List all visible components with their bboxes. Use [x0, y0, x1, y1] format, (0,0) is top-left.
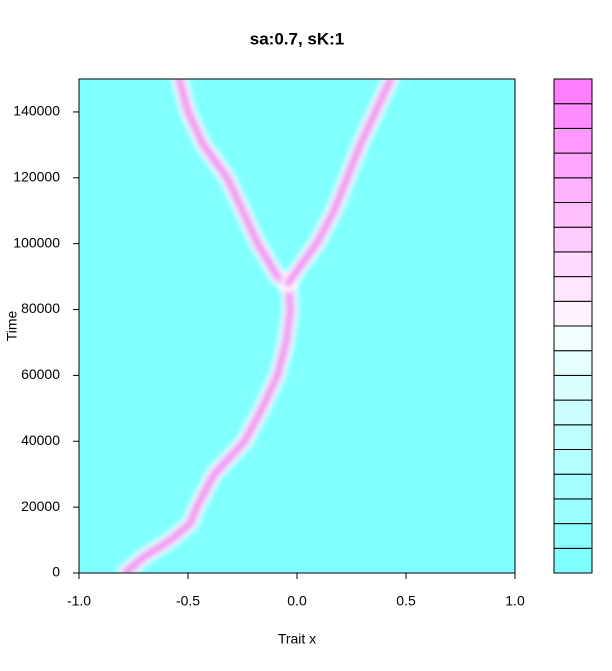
- branch: [121, 279, 294, 573]
- x-tick-label: 0.5: [396, 593, 416, 609]
- y-tick-label: 100000: [13, 234, 60, 250]
- colorkey-box: [553, 325, 593, 352]
- colorkey-box: [553, 374, 593, 401]
- colorkey-box: [553, 350, 593, 376]
- density-layer: [116, 79, 399, 573]
- colorkey-box: [553, 276, 593, 302]
- plot-background: [79, 79, 515, 573]
- chart-title: sa:0.7, sK:1: [250, 29, 345, 48]
- colorkey-box: [553, 177, 593, 204]
- colorkey-box: [553, 424, 593, 450]
- colorkey-box: [553, 449, 593, 475]
- y-tick-label: 40000: [21, 432, 60, 448]
- branch: [175, 79, 292, 287]
- colorkey-box: [553, 202, 593, 228]
- colorkey-box: [553, 152, 593, 179]
- colorkey-box: [553, 473, 593, 500]
- colorkey-box: [553, 127, 593, 154]
- x-tick-label: -0.5: [176, 593, 200, 609]
- y-tick-label: 120000: [13, 169, 60, 185]
- colorkey-box: [553, 523, 593, 549]
- x-tick-label: 1.0: [505, 593, 525, 609]
- colorkey-box: [553, 300, 593, 327]
- colorkey-box: [553, 547, 593, 574]
- colorkey-box: [553, 498, 593, 525]
- colorkey-box: [553, 226, 593, 253]
- x-tick-label: -1.0: [67, 593, 91, 609]
- y-tick-label: 140000: [13, 103, 60, 119]
- y-axis-label: Time: [4, 310, 20, 341]
- y-tick-label: 0: [52, 564, 60, 580]
- colorkey-box: [553, 78, 593, 105]
- x-axis-label: Trait x: [278, 631, 316, 647]
- colorkey-box: [553, 251, 593, 278]
- branch: [284, 79, 395, 287]
- x-tick-label: 0.0: [287, 593, 307, 609]
- colorkey-box: [553, 399, 593, 426]
- colorkey-box: [553, 103, 593, 129]
- y-tick-label: 60000: [21, 366, 60, 382]
- y-tick-label: 20000: [21, 498, 60, 514]
- y-tick-label: 80000: [21, 300, 60, 316]
